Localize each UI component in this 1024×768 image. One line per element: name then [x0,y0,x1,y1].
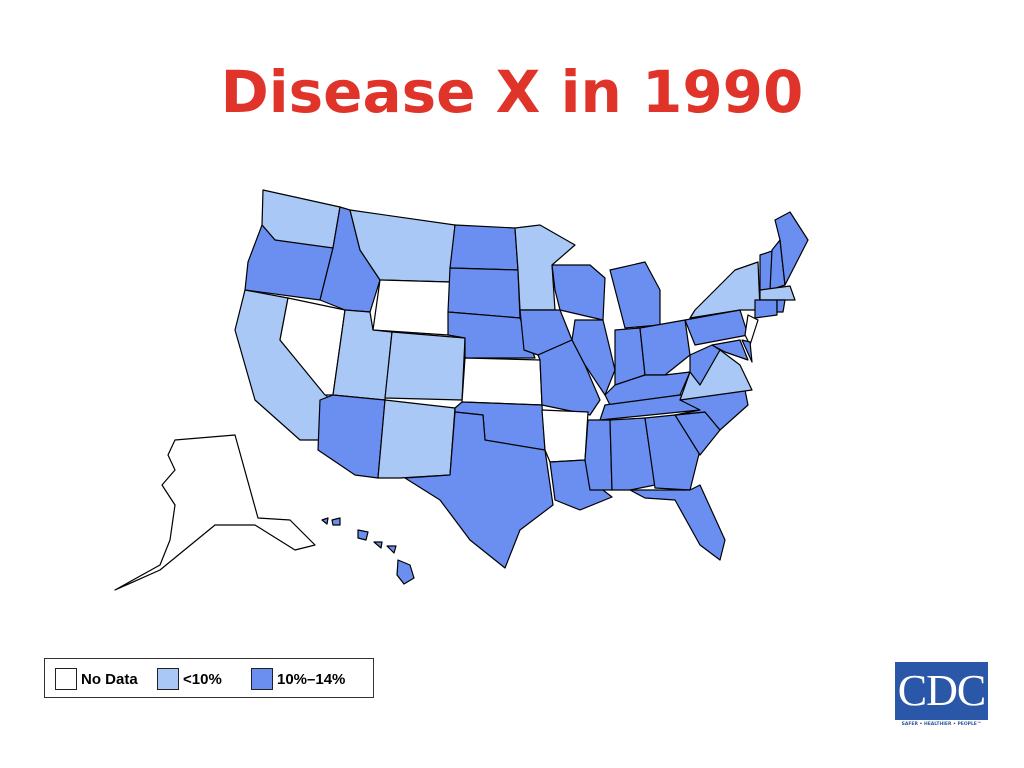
state [711,339,749,361]
legend-label: No Data [81,670,138,688]
logo-tagline: SAFER • HEALTHIER • PEOPLE™ [901,722,982,727]
state [514,224,576,311]
state [321,517,329,525]
state [317,394,386,479]
legend-swatch [157,668,179,690]
state [331,517,341,526]
state [386,545,397,554]
state [609,417,656,491]
legend-item: 10%–14% [251,667,345,691]
state [357,529,369,541]
state [689,344,721,386]
legend-label: <10% [183,670,222,688]
state [754,299,778,319]
state [759,285,796,301]
state [114,434,316,591]
state [639,319,691,376]
cdc-logo: CDC SAFER • HEALTHIER • PEOPLE™ [895,662,988,728]
legend-swatch [55,668,77,690]
title: Disease X in 1990 [220,58,804,126]
legend-item: No Data [55,667,138,691]
legend-swatch [251,668,273,690]
state [373,541,383,549]
state [609,261,661,329]
state [584,419,613,491]
legend-label: 10%–14% [277,670,346,688]
state [384,331,466,401]
logo-text: CDC [895,662,988,720]
state [689,261,761,319]
state [776,299,786,313]
legend-item: <10% [157,667,222,691]
state [741,339,753,363]
state [404,411,554,569]
state [449,224,519,271]
state [774,211,809,286]
legend: No Data <10% 10%–14% [44,658,374,698]
state [629,484,726,561]
state [744,314,759,346]
state [396,559,415,585]
state [541,409,589,463]
state [372,279,451,336]
state [674,389,749,431]
state [461,357,543,406]
state [279,297,346,396]
state [447,267,521,319]
state [377,399,456,479]
